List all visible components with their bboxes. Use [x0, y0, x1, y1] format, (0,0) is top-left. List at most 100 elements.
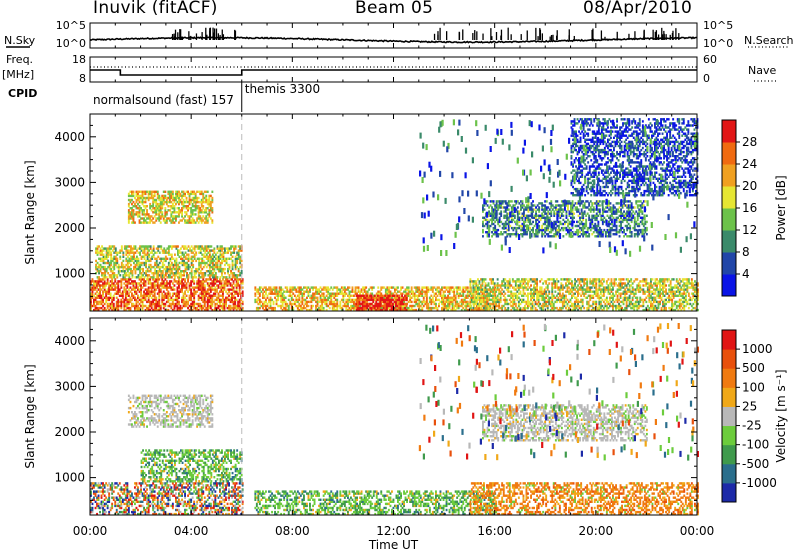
- power-cell: [145, 247, 147, 250]
- power-cell: [268, 286, 270, 289]
- power-cell: [209, 209, 212, 212]
- power-cell: [190, 221, 193, 224]
- power-cell: [194, 209, 197, 212]
- power-cell: [183, 261, 185, 265]
- power-cell: [134, 288, 136, 291]
- power-cell: [205, 270, 208, 273]
- power-cell: [200, 296, 203, 299]
- power-cell: [475, 280, 478, 283]
- power-cell: [213, 249, 216, 252]
- power-cell: [114, 284, 117, 287]
- power-cell: [527, 294, 529, 297]
- power-cell: [175, 267, 178, 271]
- power-cell: [163, 276, 166, 279]
- power-cell: [204, 274, 207, 277]
- power-cell: [101, 274, 103, 277]
- power-cell: [231, 278, 233, 281]
- power-cell: [217, 296, 220, 299]
- power-cell: [366, 290, 369, 293]
- power-cell: [168, 205, 171, 208]
- power-cell: [469, 284, 472, 287]
- power-cell: [137, 300, 139, 304]
- power-cell: [127, 308, 130, 312]
- power-cell: [90, 294, 92, 297]
- power-cell: [328, 294, 331, 297]
- power-cell: [160, 257, 163, 260]
- power-cell: [222, 251, 225, 254]
- power-cell: [240, 282, 243, 285]
- power-cell: [127, 298, 130, 302]
- power-cell: [114, 255, 117, 258]
- power-cell: [231, 261, 234, 265]
- power-cell: [508, 278, 511, 281]
- power-cell: [208, 286, 211, 289]
- power-cell: [161, 292, 164, 295]
- power-cell: [110, 257, 113, 260]
- power-cell: [167, 205, 170, 208]
- power-cell: [425, 294, 428, 297]
- power-cell: [141, 211, 144, 214]
- power-cell: [135, 298, 138, 302]
- power-cell: [293, 286, 296, 289]
- power-cell: [360, 296, 362, 299]
- power-cell: [152, 202, 155, 206]
- power-cell: [127, 192, 130, 196]
- power-cell: [421, 288, 424, 291]
- power-cell: [90, 286, 92, 289]
- power-cell: [152, 207, 155, 210]
- power-cell: [131, 298, 133, 302]
- power-cell: [410, 308, 413, 312]
- power-cell: [184, 278, 186, 281]
- power-cell: [378, 296, 381, 299]
- power-cell: [188, 217, 191, 220]
- power-cell: [182, 286, 185, 289]
- power-cell: [202, 306, 205, 310]
- power-cell: [257, 288, 260, 291]
- power-cell: [126, 298, 129, 302]
- power-cell: [196, 302, 199, 306]
- power-cell: [165, 294, 168, 297]
- power-cell: [193, 294, 196, 297]
- power-cell: [131, 211, 133, 214]
- power-cell: [211, 257, 214, 260]
- power-cell: [211, 274, 214, 277]
- power-cell: [581, 298, 584, 302]
- power-cell: [150, 304, 153, 308]
- power-cell: [113, 245, 116, 248]
- power-cell: [463, 308, 466, 312]
- power-cell: [193, 257, 196, 260]
- power-cell: [537, 298, 540, 302]
- power-cell: [174, 253, 176, 256]
- power-cell: [105, 282, 108, 285]
- power-cell: [301, 294, 304, 297]
- power-cell: [271, 298, 273, 302]
- power-cell: [301, 306, 304, 310]
- power-cell: [141, 300, 144, 304]
- power-cell: [281, 296, 284, 299]
- power-cell: [206, 292, 209, 295]
- power-cell: [312, 296, 314, 299]
- power-cell: [334, 294, 337, 297]
- power-cell: [130, 272, 132, 275]
- power-cell: [339, 292, 342, 295]
- power-cell: [469, 302, 472, 306]
- power-cell: [494, 286, 497, 289]
- power-cell: [188, 221, 191, 224]
- power-cell: [167, 298, 170, 302]
- power-cell: [124, 294, 127, 297]
- power-cell: [319, 304, 322, 308]
- power-cell: [150, 306, 153, 310]
- power-cell: [404, 302, 406, 306]
- power-cell: [123, 276, 126, 279]
- power-cell: [475, 284, 478, 287]
- power-cell: [447, 302, 449, 306]
- power-cell: [164, 284, 167, 287]
- power-cell: [462, 290, 465, 293]
- power-cell: [182, 198, 185, 202]
- power-cell: [191, 292, 194, 295]
- power-cell: [202, 298, 205, 302]
- power-cell: [176, 292, 179, 295]
- power-cell: [140, 272, 143, 275]
- power-cell: [494, 294, 497, 297]
- power-cell: [94, 306, 97, 310]
